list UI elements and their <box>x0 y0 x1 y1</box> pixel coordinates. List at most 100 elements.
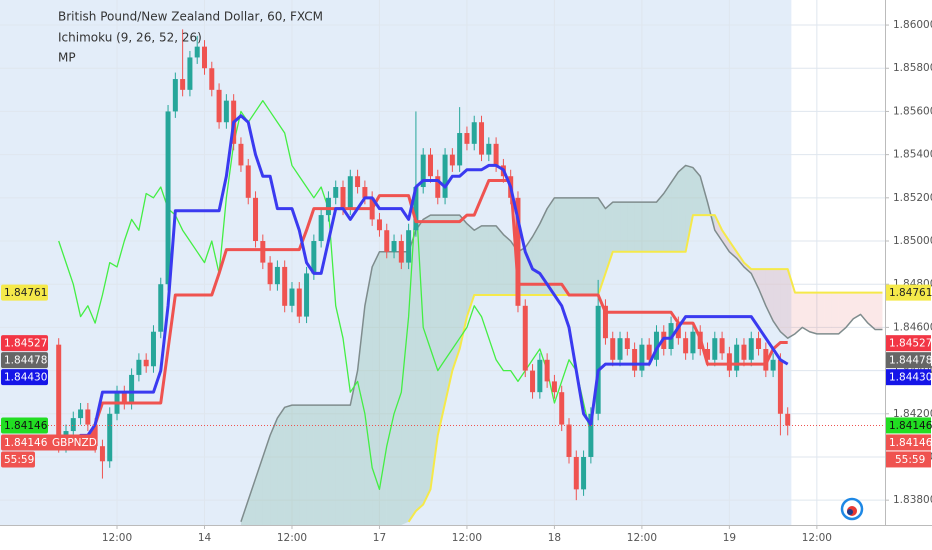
candle-body <box>333 187 339 198</box>
indicator-line <box>58 114 789 448</box>
candle-body <box>683 338 689 354</box>
candle-body <box>632 348 638 371</box>
cloud-fill <box>321 405 329 525</box>
cloud-fill <box>343 405 351 525</box>
cloud-fill <box>576 197 584 296</box>
candle-body <box>267 262 273 285</box>
x-tick-label: 17 <box>373 532 386 544</box>
candle-body <box>653 331 659 360</box>
grid <box>0 0 885 525</box>
indicator-line <box>58 99 592 491</box>
price-label-box <box>886 284 931 301</box>
price-labels: 1.84761 1.84761 1.84527 1.84527 1.84478 1.844… <box>1 284 932 468</box>
cloud-fill <box>474 225 482 296</box>
cloud-fill <box>853 292 861 319</box>
cloud-fill <box>423 215 431 505</box>
cloud-fill <box>299 405 307 525</box>
price-label: 1.84430 <box>4 372 47 384</box>
candle-body <box>420 154 426 188</box>
y-tick-label: 1.86000 <box>893 19 932 31</box>
candle-body <box>347 176 353 209</box>
candle-body <box>304 273 310 317</box>
x-tick-label: 14 <box>198 532 212 544</box>
y-tick-label: 1.83800 <box>893 494 932 506</box>
indicator-line <box>240 164 883 522</box>
candle-body <box>756 338 762 349</box>
cloud-fill <box>270 418 278 525</box>
cloud-fill <box>248 478 256 525</box>
cloud-fill <box>627 202 635 252</box>
candle-body <box>85 409 91 425</box>
x-tick-label: 12:00 <box>627 532 657 544</box>
cloud-fill <box>364 266 373 525</box>
candle-body <box>311 241 317 274</box>
candle-body <box>209 68 215 90</box>
cloud-fill <box>539 208 548 296</box>
x-tick-label: 19 <box>723 532 736 544</box>
cloud-fill <box>649 202 657 252</box>
candle-body <box>602 305 608 339</box>
candle-body <box>479 122 485 155</box>
countdown: 55:59 <box>4 454 34 466</box>
cloud-fill <box>386 251 395 526</box>
cloud-fill <box>583 197 591 296</box>
cloud-fill <box>547 197 555 296</box>
cloud-fill <box>277 407 285 525</box>
cloud-fill <box>394 251 402 526</box>
cloud-fill <box>372 251 380 526</box>
candle-body <box>180 79 186 90</box>
cloud-fill <box>714 215 723 242</box>
x-tick-label: 12:00 <box>277 532 307 544</box>
candle-body <box>705 348 711 360</box>
candle-body <box>413 187 419 231</box>
x-tick-label: 12:00 <box>452 532 482 544</box>
cloud-fill <box>466 223 475 317</box>
cloud-fill <box>561 197 569 296</box>
cloud-fill <box>598 197 606 296</box>
y-tick-label: 1.85400 <box>893 149 932 161</box>
price-label-box <box>886 335 931 352</box>
cloud-fill <box>496 225 504 296</box>
candle-body <box>260 241 266 263</box>
cloud-fill <box>758 269 766 306</box>
cloud <box>240 165 883 526</box>
candle-body <box>675 323 681 339</box>
candle-body <box>712 338 718 360</box>
price-label: 1.84478 <box>4 355 47 367</box>
price-label-box <box>886 434 931 451</box>
candle-body <box>785 413 791 426</box>
candle-body <box>581 456 587 490</box>
candle-body <box>136 359 142 375</box>
y-tick-label: 1.84600 <box>893 321 932 333</box>
cloud-fill <box>503 234 511 296</box>
logo-dot <box>847 509 853 515</box>
candle-body <box>719 338 725 354</box>
cloud-fill <box>678 165 686 252</box>
price-label: 1.84146 <box>4 437 48 449</box>
cloud-fill <box>262 435 271 525</box>
candle-body <box>325 197 331 216</box>
cloud-fill <box>430 215 438 490</box>
price-label: 1.84146 <box>889 420 932 432</box>
cloud-fill <box>671 171 679 252</box>
logo <box>840 497 864 521</box>
candle-body <box>427 154 433 177</box>
candle-body <box>770 359 776 371</box>
cloud-fill <box>554 197 562 296</box>
x-tick-label: 18 <box>548 532 561 544</box>
cloud-fill <box>459 215 467 349</box>
price-label: 1.84430 <box>889 372 932 384</box>
price-label-box <box>1 335 48 352</box>
y-tick-label: 1.85600 <box>893 105 932 117</box>
y-tick-label: 1.85800 <box>893 62 932 74</box>
candle-body <box>70 418 76 432</box>
cloud-fill <box>700 176 708 216</box>
indicator-label: MP <box>58 51 76 65</box>
price-label: 1.84146 <box>4 420 48 432</box>
candle-body <box>274 266 280 285</box>
cloud-fill <box>291 405 300 525</box>
price-label: 1.84761 <box>889 287 932 299</box>
candle-body <box>610 338 616 360</box>
cloud-fill <box>663 182 672 252</box>
candle-body <box>435 176 441 198</box>
